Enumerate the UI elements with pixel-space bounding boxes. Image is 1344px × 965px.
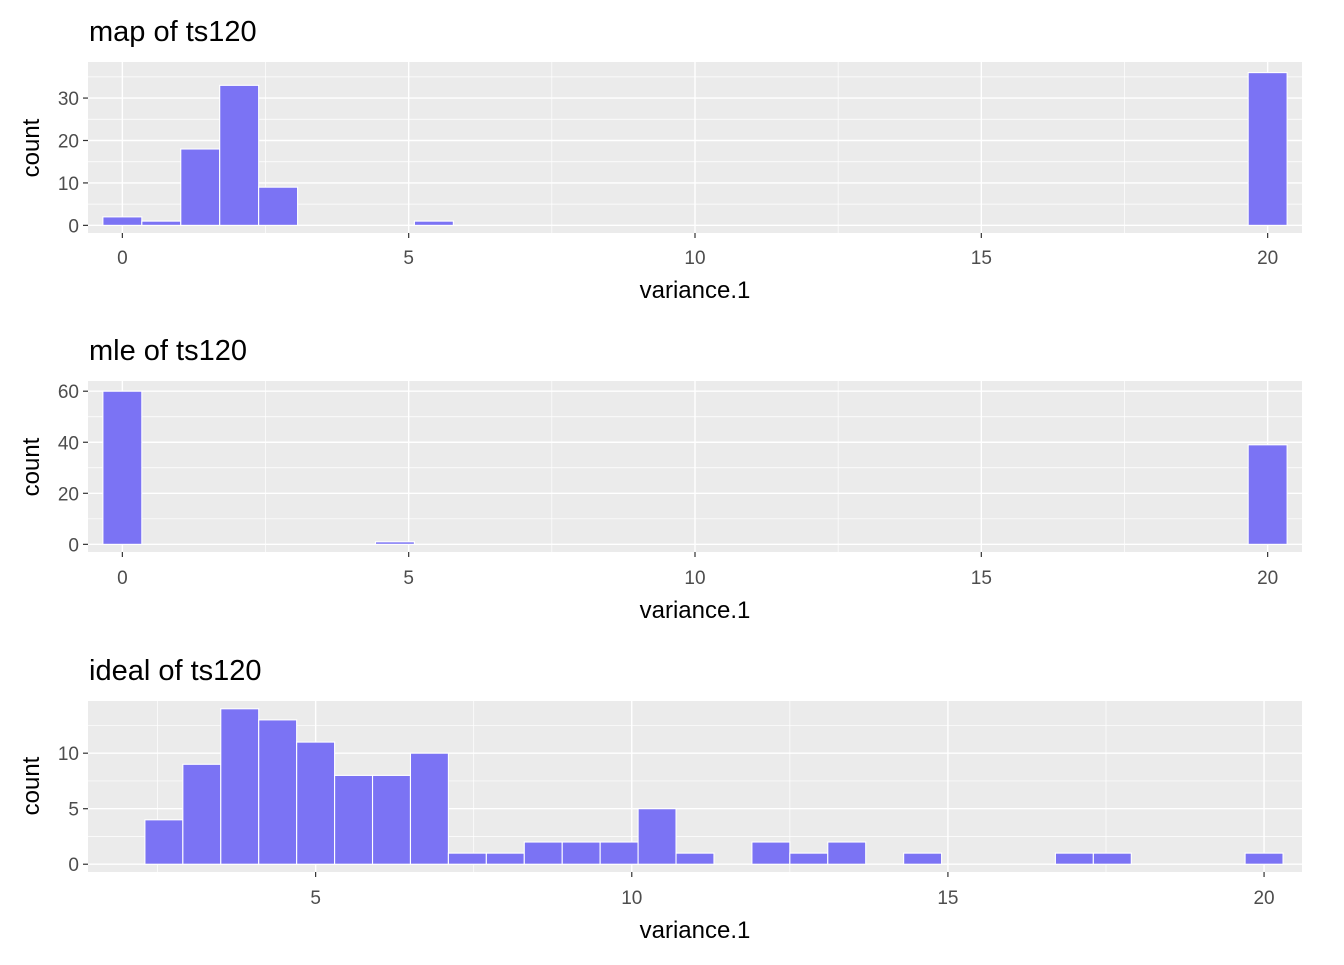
y-axis-label: count <box>18 756 45 815</box>
y-tick-label: 0 <box>68 535 79 556</box>
histogram-bar <box>1054 852 1094 865</box>
histogram-bar <box>334 774 374 865</box>
chart-title: map of ts120 <box>89 16 257 48</box>
chart-title: mle of ts120 <box>89 335 247 367</box>
y-axis-label: count <box>18 437 45 496</box>
x-tick-label: 15 <box>971 248 992 269</box>
x-axis-label: variance.1 <box>640 917 751 944</box>
x-tick-label: 0 <box>117 248 128 269</box>
histogram-bar <box>447 852 487 865</box>
histogram-bar <box>102 390 143 545</box>
x-tick-label: 15 <box>971 568 992 589</box>
histogram-bar <box>258 186 299 226</box>
y-tick-label: 0 <box>68 216 79 237</box>
histogram-bar <box>789 852 829 865</box>
x-tick-label: 10 <box>684 248 705 269</box>
histogram-bar <box>102 216 143 226</box>
y-tick-label: 10 <box>58 744 79 765</box>
histogram-bar <box>182 763 222 865</box>
x-tick-label: 0 <box>117 568 128 589</box>
x-tick-label: 20 <box>1257 248 1278 269</box>
x-tick-label: 10 <box>621 888 642 909</box>
y-tick-label: 30 <box>58 89 79 110</box>
histogram-bar <box>1247 444 1288 545</box>
y-tick-label: 20 <box>58 131 79 152</box>
y-axis-label: count <box>18 118 45 177</box>
histogram-bar <box>409 752 449 865</box>
x-axis-label: variance.1 <box>640 277 751 304</box>
histogram-bar <box>374 541 415 545</box>
histogram-bar <box>220 708 260 865</box>
histogram-bar <box>296 741 336 865</box>
x-tick-label: 20 <box>1253 888 1274 909</box>
y-tick-label: 20 <box>58 484 79 505</box>
histogram-bar <box>1244 852 1284 865</box>
histogram-bar <box>599 841 639 865</box>
histogram-bar <box>144 819 184 865</box>
histogram-bar <box>1247 72 1288 226</box>
histogram-bar <box>180 148 221 226</box>
histogram-bar <box>675 852 715 865</box>
histogram-bar <box>903 852 943 865</box>
histogram-bar <box>561 841 601 865</box>
histogram-bar <box>1092 852 1132 865</box>
histogram-bar <box>371 774 412 865</box>
x-tick-label: 5 <box>403 248 414 269</box>
histogram-bar <box>523 841 563 865</box>
x-tick-label: 5 <box>310 888 321 909</box>
histogram-bar <box>413 220 454 226</box>
y-tick-label: 10 <box>58 174 79 195</box>
histogram-bar <box>258 719 298 865</box>
histogram-bar <box>219 84 260 226</box>
y-tick-label: 0 <box>68 855 79 876</box>
chart-title: ideal of ts120 <box>89 655 262 687</box>
histogram-bar <box>485 852 525 865</box>
x-tick-label: 20 <box>1257 568 1278 589</box>
y-tick-label: 5 <box>68 800 79 821</box>
histogram-bar <box>827 841 867 865</box>
y-tick-label: 60 <box>58 382 79 403</box>
x-tick-label: 10 <box>684 568 705 589</box>
histogram-bar <box>637 808 677 865</box>
x-axis-label: variance.1 <box>640 597 751 624</box>
y-tick-label: 40 <box>58 433 79 454</box>
histogram-bar <box>141 220 182 226</box>
histogram-bar <box>751 841 791 865</box>
x-tick-label: 5 <box>403 568 414 589</box>
x-tick-label: 15 <box>937 888 958 909</box>
